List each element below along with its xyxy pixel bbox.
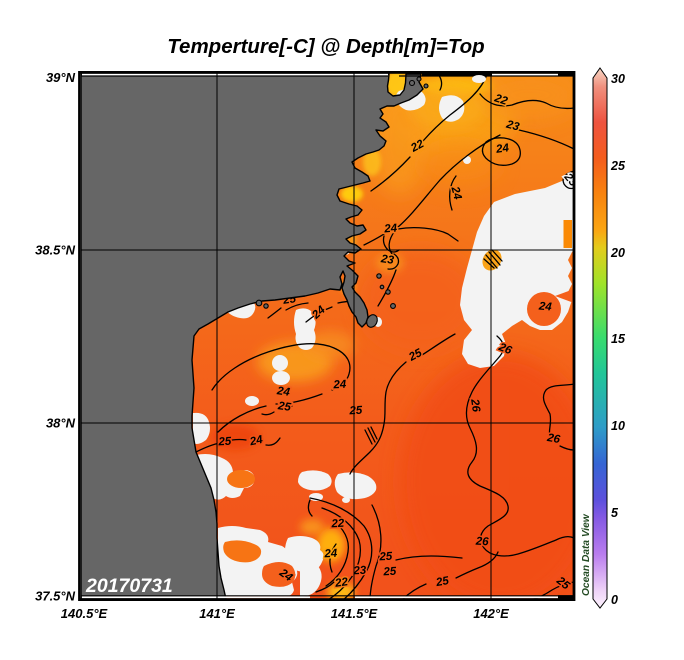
svg-text:142°E: 142°E [473, 606, 509, 621]
svg-text:38°N: 38°N [46, 416, 76, 431]
svg-text:24: 24 [332, 379, 347, 392]
svg-text:25: 25 [434, 575, 450, 589]
svg-text:25: 25 [378, 551, 393, 564]
svg-text:37.5°N: 37.5°N [35, 589, 76, 604]
svg-text:30: 30 [611, 72, 625, 86]
svg-text:24: 24 [383, 222, 398, 235]
svg-text:25: 25 [348, 405, 363, 418]
svg-text:24: 24 [448, 185, 463, 202]
svg-text:0: 0 [611, 593, 618, 607]
svg-text:5: 5 [611, 506, 619, 520]
svg-text:10: 10 [611, 419, 625, 433]
svg-text:23: 23 [504, 118, 521, 133]
svg-text:26: 26 [468, 397, 482, 413]
svg-text:39°N: 39°N [46, 70, 76, 85]
svg-text:25: 25 [217, 436, 232, 449]
svg-text:25: 25 [276, 400, 292, 414]
svg-text:23: 23 [379, 253, 395, 267]
svg-text:26: 26 [545, 432, 561, 446]
svg-text:Ocean Data View: Ocean Data View [581, 513, 592, 596]
svg-text:24: 24 [248, 434, 265, 449]
svg-text:140.5°E: 140.5°E [61, 606, 108, 621]
svg-text:24: 24 [275, 385, 291, 399]
svg-text:22: 22 [330, 518, 345, 531]
svg-text:26: 26 [474, 536, 489, 549]
svg-text:141°E: 141°E [199, 606, 235, 621]
svg-text:20: 20 [610, 246, 625, 260]
svg-text:23: 23 [352, 565, 367, 578]
svg-text:24: 24 [537, 300, 552, 313]
svg-text:22: 22 [333, 576, 349, 590]
svg-text:20170731: 20170731 [85, 575, 173, 597]
svg-text:25: 25 [610, 159, 626, 173]
svg-text:25: 25 [382, 566, 397, 579]
svg-text:141.5°E: 141.5°E [331, 606, 378, 621]
svg-text:38.5°N: 38.5°N [35, 243, 76, 258]
svg-text:15: 15 [611, 332, 626, 346]
svg-text:Temperture[-C] @ Depth[m]=Top: Temperture[-C] @ Depth[m]=Top [167, 35, 484, 58]
svg-text:24: 24 [494, 142, 510, 156]
svg-text:24: 24 [323, 548, 338, 561]
